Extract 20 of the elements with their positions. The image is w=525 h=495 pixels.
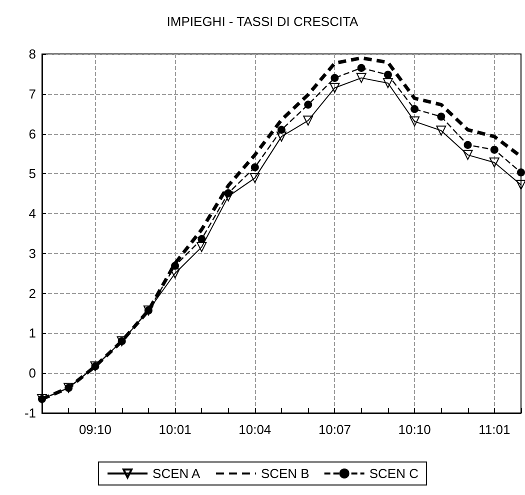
legend-label: SCEN B <box>260 466 310 481</box>
x-tick-label: 10:07 <box>318 422 351 437</box>
y-tick-label: 8 <box>28 46 36 62</box>
y-tick-label: 4 <box>28 206 36 222</box>
x-tick-label: 11:01 <box>478 422 510 437</box>
y-tick-label: 0 <box>28 366 36 381</box>
y-tick-label: 3 <box>28 246 36 261</box>
chart-title: IMPIEGHI - TASSI DI CRESCITA <box>166 14 359 29</box>
y-tick-label: -1 <box>24 406 36 420</box>
y-tick-label: 7 <box>28 86 36 102</box>
legend-label: SCEN A <box>152 466 201 481</box>
y-tick-label: 6 <box>28 126 36 142</box>
legend-label: SCEN C <box>369 466 418 481</box>
x-tick-label: 10:10 <box>398 422 431 437</box>
x-tick-label: 10:01 <box>158 422 192 437</box>
y-tick-label: 1 <box>28 326 36 341</box>
x-tick-label: 10:04 <box>238 422 272 437</box>
y-tick-label: 2 <box>28 286 36 301</box>
y-tick-label: 5 <box>28 166 36 182</box>
x-tick-label: 09:10 <box>78 422 112 437</box>
